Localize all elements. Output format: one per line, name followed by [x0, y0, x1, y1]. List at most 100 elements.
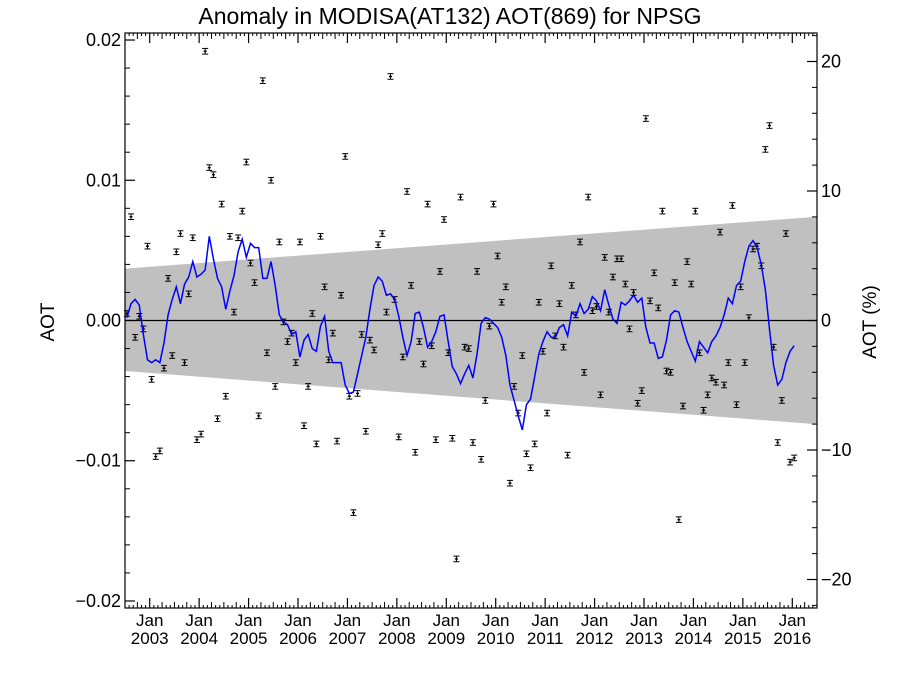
- data-point: [210, 171, 217, 178]
- data-point: [762, 146, 769, 153]
- data-point: [663, 367, 670, 375]
- x-tick-month: Jan: [136, 611, 163, 630]
- data-point: [296, 238, 303, 246]
- left-tick-label: −0.01: [75, 451, 121, 471]
- data-point: [601, 254, 608, 261]
- right-tick-label: 0: [821, 311, 831, 331]
- data-point: [354, 390, 361, 397]
- data-point: [453, 555, 460, 563]
- data-point: [177, 230, 184, 237]
- data-point: [494, 252, 501, 260]
- data-point: [181, 359, 188, 366]
- x-tick-month: Jan: [729, 611, 756, 630]
- x-tick-month: Jan: [482, 611, 509, 630]
- data-point: [214, 415, 221, 422]
- data-point: [506, 479, 513, 487]
- data-point: [745, 314, 752, 321]
- data-point: [342, 153, 349, 160]
- data-point: [469, 439, 476, 446]
- data-point: [239, 207, 246, 215]
- x-tick-year: 2010: [477, 629, 515, 648]
- data-point: [387, 73, 394, 80]
- data-point: [251, 279, 258, 286]
- data-point: [375, 241, 382, 249]
- data-point: [255, 412, 262, 420]
- data-point: [474, 268, 481, 275]
- data-point: [630, 289, 637, 296]
- data-point: [350, 509, 357, 516]
- x-tick-year: 2009: [427, 629, 465, 648]
- data-point: [432, 436, 439, 444]
- data-point: [749, 245, 756, 253]
- data-point: [729, 202, 736, 209]
- x-tick-year: 2003: [131, 629, 169, 648]
- data-point: [321, 283, 328, 291]
- data-point: [502, 283, 509, 291]
- x-tick-year: 2014: [675, 629, 713, 648]
- data-point: [585, 193, 592, 201]
- data-point: [235, 234, 242, 242]
- data-point: [358, 331, 365, 338]
- data-point: [189, 234, 196, 242]
- right-tick-label: −20: [821, 570, 852, 590]
- left-y-axis: −0.02 −0.01 0.00 0.01 0.02: [75, 30, 135, 611]
- data-point: [478, 456, 485, 463]
- x-tick-year: 2013: [625, 629, 663, 648]
- left-axis-label: AOT: [38, 302, 59, 341]
- x-tick-month: Jan: [185, 611, 212, 630]
- data-point: [482, 397, 489, 404]
- data-point: [560, 343, 567, 351]
- data-point: [527, 464, 534, 472]
- data-point: [597, 391, 604, 399]
- data-point: [717, 228, 724, 236]
- plot-area: [123, 32, 818, 609]
- data-point: [651, 269, 658, 277]
- data-point: [725, 359, 732, 366]
- data-point: [659, 207, 666, 215]
- data-point: [416, 338, 423, 345]
- data-point: [128, 213, 135, 221]
- data-point: [292, 359, 299, 366]
- data-point: [329, 329, 336, 337]
- data-point: [667, 369, 674, 376]
- data-point: [465, 345, 472, 352]
- x-tick-month: Jan: [531, 611, 558, 630]
- data-point: [230, 308, 237, 316]
- data-point: [531, 440, 538, 448]
- data-point: [679, 402, 686, 410]
- data-point: [461, 343, 468, 351]
- data-point: [333, 437, 340, 445]
- data-point: [622, 280, 629, 288]
- data-point: [778, 397, 785, 404]
- data-point: [263, 349, 270, 357]
- data-point: [160, 364, 167, 372]
- data-point: [638, 387, 645, 394]
- data-point: [420, 360, 427, 368]
- data-point: [173, 248, 180, 256]
- right-tick-label: −10: [821, 440, 852, 460]
- data-point: [362, 427, 369, 435]
- data-point: [721, 381, 728, 389]
- data-point: [317, 233, 324, 240]
- x-tick-year: 2005: [230, 629, 268, 648]
- data-point: [589, 307, 596, 314]
- data-point: [218, 200, 225, 208]
- data-point: [457, 193, 464, 201]
- data-point: [152, 453, 159, 460]
- x-tick-month: Jan: [334, 611, 361, 630]
- data-point: [198, 430, 205, 438]
- data-point: [787, 458, 794, 466]
- chart-title: Anomaly in MODISA(AT132) AOT(869) for NP…: [198, 3, 701, 29]
- data-point: [733, 401, 740, 408]
- data-point: [206, 164, 213, 171]
- data-point: [618, 255, 625, 263]
- data-point: [498, 298, 505, 306]
- data-point: [272, 383, 279, 390]
- data-point: [268, 176, 275, 184]
- data-point: [226, 233, 233, 240]
- data-point: [325, 356, 332, 364]
- x-tick-year: 2011: [527, 629, 564, 648]
- data-point: [132, 334, 139, 341]
- data-point: [243, 158, 250, 166]
